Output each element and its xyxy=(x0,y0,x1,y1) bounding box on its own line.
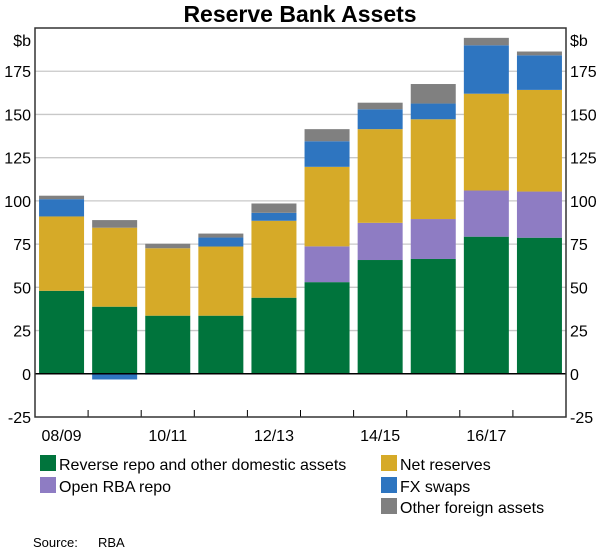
x-tick-label: 16/17 xyxy=(466,428,506,445)
bar-segment xyxy=(145,243,191,249)
bar-segment xyxy=(92,227,138,307)
legend-swatch xyxy=(381,477,397,493)
bar-segment xyxy=(357,109,403,130)
y-tick-label-right: 25 xyxy=(570,324,588,341)
source-label: Source: xyxy=(33,535,78,548)
bar-segment xyxy=(251,297,297,374)
y-tick-label-right: 0 xyxy=(570,367,579,384)
bar-segment xyxy=(357,222,403,261)
bar-segment xyxy=(516,191,562,238)
bar-segment xyxy=(516,89,562,192)
legend-label: FX swaps xyxy=(400,479,470,496)
bar-segment xyxy=(410,219,456,259)
bar-segment xyxy=(304,282,350,374)
bar-segment xyxy=(516,237,562,374)
y-tick-label-left: -25 xyxy=(8,410,31,427)
y-tick-label-left: 0 xyxy=(22,367,31,384)
bar-segment xyxy=(39,290,85,374)
y-tick-label-left: 75 xyxy=(13,237,31,254)
y-tick-label-right: 150 xyxy=(570,107,597,124)
bar-segment xyxy=(39,199,85,217)
bar-segment xyxy=(516,55,562,90)
bar-segment xyxy=(463,45,509,94)
y-axis-label-left: $b xyxy=(13,33,31,50)
bar-segment xyxy=(357,102,403,110)
bar-segment xyxy=(357,129,403,223)
bar-segment xyxy=(92,373,138,380)
source-value: RBA xyxy=(98,535,125,548)
y-tick-label-left: 125 xyxy=(4,151,31,168)
y-axis-label-right: $b xyxy=(570,33,588,50)
legend-label: Other foreign assets xyxy=(400,500,544,517)
bar-segment xyxy=(92,220,138,228)
bar-segment xyxy=(516,51,562,56)
legend-label: Open RBA repo xyxy=(59,479,171,496)
bar-segment xyxy=(410,258,456,374)
bar-segment xyxy=(39,216,85,291)
bar-segment xyxy=(463,93,509,191)
x-tick-label: 14/15 xyxy=(360,428,400,445)
plot-frame xyxy=(34,27,567,418)
bar-segment xyxy=(198,237,244,247)
bar-segment xyxy=(251,220,297,298)
legend-swatch xyxy=(381,455,397,471)
bar-segment xyxy=(251,203,297,213)
bar-segment xyxy=(410,103,456,120)
legend-label: Net reserves xyxy=(400,457,491,474)
y-tick-label-left: 175 xyxy=(4,64,31,81)
y-tick-label-right: 50 xyxy=(570,280,588,297)
bar-segment xyxy=(463,190,509,237)
bar-segment xyxy=(304,129,350,142)
bar-segment xyxy=(304,141,350,167)
bar-segment xyxy=(251,212,297,221)
x-tick-label: 10/11 xyxy=(148,428,187,445)
y-tick-label-right: 175 xyxy=(570,64,597,81)
bar-segment xyxy=(357,260,403,374)
bar-segment xyxy=(92,306,138,374)
bar-segment xyxy=(410,84,456,104)
bar-segment xyxy=(304,166,350,247)
bar-segment xyxy=(198,246,244,316)
y-tick-label-left: 50 xyxy=(13,280,31,297)
y-tick-label-right: -25 xyxy=(570,410,593,427)
y-tick-label-left: 100 xyxy=(4,194,31,211)
x-tick-label: 08/09 xyxy=(42,428,82,445)
bar-segment xyxy=(198,315,244,374)
legend-swatch xyxy=(40,477,56,493)
bar-segment xyxy=(198,233,244,238)
bar-segment xyxy=(39,195,85,200)
chart-title: Reserve Bank Assets xyxy=(183,1,416,27)
y-tick-label-right: 125 xyxy=(570,151,597,168)
bar-segment xyxy=(145,315,191,374)
bar-segment xyxy=(463,236,509,374)
bar-segment xyxy=(145,248,191,316)
y-tick-label-right: 100 xyxy=(570,194,597,211)
legend-label: Reverse repo and other domestic assets xyxy=(59,457,346,474)
bar-segment xyxy=(410,119,456,220)
y-tick-label-left: 150 xyxy=(4,107,31,124)
y-tick-label-left: 25 xyxy=(13,324,31,341)
bar-segment xyxy=(463,37,509,46)
legend-swatch xyxy=(40,455,56,471)
legend-swatch xyxy=(381,498,397,514)
x-tick-label: 12/13 xyxy=(254,428,294,445)
bar-segment xyxy=(304,246,350,283)
y-tick-label-right: 75 xyxy=(570,237,588,254)
